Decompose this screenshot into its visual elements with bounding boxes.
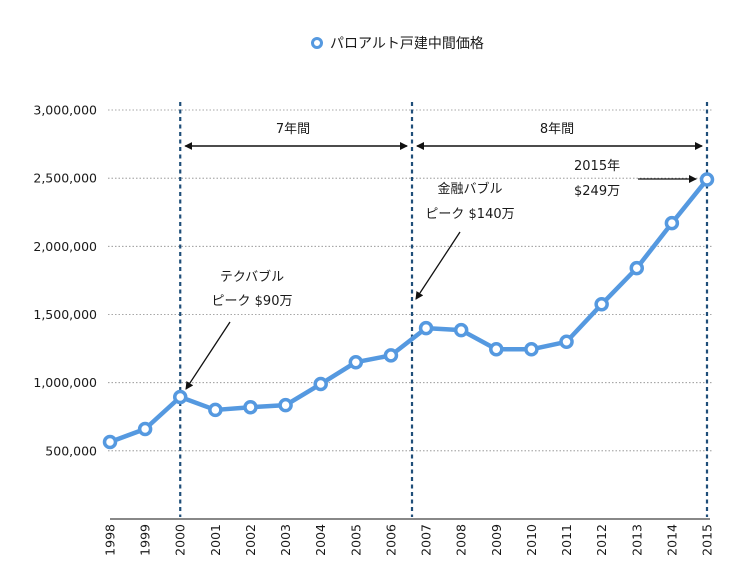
data-point [348,354,364,370]
x-tick-label: 2004 [313,524,328,556]
data-point [453,322,469,338]
x-tick-label: 2003 [278,524,293,556]
period-spans: 7年間 8年間 [184,122,703,150]
annotation-arrow-financial-bubble [415,231,461,300]
x-tick-label: 1998 [103,524,118,556]
x-tick-label: 2009 [489,524,504,556]
data-point [172,389,188,405]
data-point [137,421,153,437]
x-tick-label: 2010 [524,524,539,556]
data-point [278,397,293,413]
data-point [313,376,328,392]
legend: パロアルト戸建中間価格 [311,36,484,52]
y-tick-label: 1,000,000 [33,375,97,390]
annotation-financial-bubble-line2: ピーク $140万 [425,207,514,222]
y-tick-label: 1,500,000 [33,307,97,322]
gridlines [108,109,712,452]
annotation-2015-line1: 2015年 [574,159,620,174]
annotation-financial-bubble-line1: 金融バブル [437,181,502,197]
data-point [418,320,434,336]
x-tick-label: 2001 [208,524,223,556]
annotation-arrow-tech-bubble [185,321,231,390]
annotation-tech-bubble-line1: テクバブル [220,269,284,285]
data-point [559,334,574,350]
data-point [594,297,609,312]
data-point [489,342,504,357]
data-point [699,172,715,187]
x-tick-label: 2014 [664,524,679,556]
x-tick-label: 2005 [348,524,363,556]
data-point [243,399,258,415]
annotations: テクバブル ピーク $90万 金融バブル ピーク $140万 2015年 $24… [185,159,697,390]
x-tick-label: 2008 [454,524,469,556]
data-point [524,342,539,357]
y-tick-label: 3,000,000 [33,103,97,118]
legend-label: パロアルト戸建中間価格 [330,36,484,52]
x-tick-label: 1999 [138,524,153,556]
x-axis: 1998 1999 2000 2001 2002 2003 2004 2005 2006 2007… [103,524,715,556]
x-tick-label: 2006 [383,524,398,556]
y-tick-label: 2,500,000 [33,171,97,186]
reference-lines [179,102,709,517]
series-palo-alto-median-price [102,172,715,450]
x-tick-label: 2007 [419,524,434,556]
x-tick-label: 2000 [173,524,188,556]
data-point [383,348,399,363]
span-label-7-years: 7年間 [276,122,310,137]
x-tick-label: 2015 [700,524,715,556]
x-tick-label: 2011 [559,524,574,556]
y-axis: 500,000 1,000,000 1,500,000 2,000,000 2,500,… [33,103,97,459]
legend-marker-icon [311,37,323,49]
data-point [102,434,118,450]
y-tick-label: 2,000,000 [33,239,97,254]
x-tick-label: 2002 [243,524,258,556]
annotation-2015-line2: $249万 [574,184,620,199]
data-point [208,402,223,418]
x-tick-label: 2012 [594,524,609,556]
data-point [664,215,680,231]
annotation-tech-bubble-line2: ピーク $90万 [212,294,293,309]
series-line [109,178,709,445]
y-tick-label: 500,000 [45,443,97,458]
span-label-8-years: 8年間 [540,122,574,137]
data-point [629,260,645,276]
x-tick-label: 2013 [629,524,644,556]
